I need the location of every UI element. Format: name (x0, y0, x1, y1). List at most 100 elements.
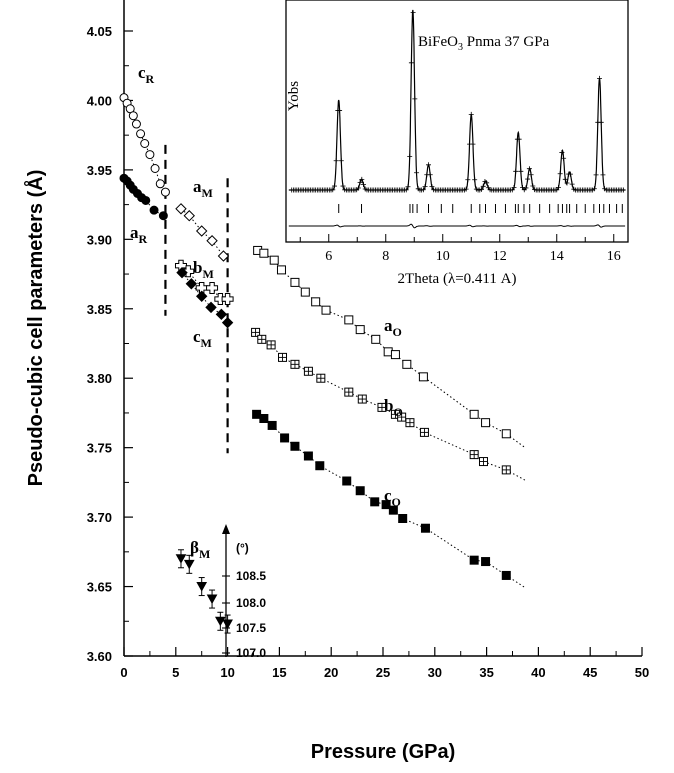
inset-obs-point (420, 187, 426, 193)
marker-cO (355, 486, 365, 496)
marker-aR (141, 195, 151, 205)
beta-axis-tick-label: 108.0 (236, 596, 266, 610)
inset-reflection-ticks (338, 204, 623, 213)
inset-obs-point (470, 141, 476, 147)
series-label-sub: O (393, 405, 402, 419)
marker-aM (217, 250, 230, 262)
series-label-bO: bO (384, 396, 403, 419)
marker-aR (149, 205, 159, 215)
marker-cM (221, 316, 234, 329)
inset-obs-point (426, 162, 431, 168)
series-label-cR: cR (138, 63, 155, 86)
inset-obs-point (361, 182, 367, 188)
beta-axis-unit: (°) (236, 541, 249, 555)
marker-cO (303, 451, 313, 461)
series-label-aM: aM (193, 177, 213, 200)
inset-obs-point (591, 186, 597, 192)
inset-obs-point (569, 181, 575, 187)
marker-aM (175, 203, 187, 215)
marker-βM (183, 559, 195, 570)
inset-obs-point (516, 136, 522, 142)
y-tick-label: 3.65 (87, 580, 112, 595)
inset-obs-point (567, 171, 573, 177)
y-tick-label: 3.80 (87, 371, 112, 386)
marker-βM (196, 582, 208, 592)
marker-bM (221, 293, 234, 306)
marker-aO (371, 334, 381, 344)
y-tick-label: 3.90 (87, 232, 112, 247)
marker-cO (267, 420, 277, 430)
series-label-cM: cM (193, 327, 212, 350)
x-tick-label: 10 (220, 665, 234, 680)
series-label-sub: M (202, 267, 213, 281)
inset-obs-point (523, 185, 529, 191)
inset-x-tick-label: 6 (325, 249, 332, 264)
inset-obs-point (518, 168, 524, 174)
y-tick-label: 3.85 (87, 302, 112, 317)
marker-cO (290, 441, 300, 451)
y-tick-label: 3.95 (87, 163, 112, 178)
x-tick-label: 0 (120, 665, 127, 680)
inset-title-sub: 3 (458, 42, 463, 53)
inset-obs-point (333, 158, 339, 164)
series-label-name: b (193, 258, 202, 277)
series-label-name: a (384, 316, 393, 335)
x-tick-label: 30 (428, 665, 442, 680)
inset-title-main: BiFeO (418, 34, 458, 50)
x-tick-labels: 0 5 10 15 20 25 30 35 40 45 50 (120, 665, 649, 680)
series-label-aO: aO (384, 316, 402, 339)
marker-cO (315, 461, 325, 471)
inset-title-rest: Pnma 37 GPa (463, 34, 550, 50)
marker-cM (176, 266, 188, 279)
inset-obs-point (620, 187, 626, 193)
marker-aO (300, 287, 310, 297)
marker-cO (259, 414, 269, 423)
inset-obs-point (480, 183, 486, 189)
inset-obs-point (564, 180, 570, 186)
inset-x-tick-label: 10 (436, 249, 450, 264)
inset-obs-point (359, 176, 365, 182)
inset-obs-point (357, 179, 363, 185)
inset-x-tick-label: 8 (382, 249, 389, 264)
series-label-βM: βM (190, 538, 210, 561)
inset-obs-point (528, 172, 534, 178)
marker-aO (311, 297, 321, 307)
beta-axis-tick-label: 107.0 (236, 646, 266, 660)
inset-obs-point (463, 186, 469, 192)
marker-cO (469, 555, 479, 565)
x-tick-label: 25 (376, 665, 390, 680)
series-label-cO: cO (384, 486, 401, 509)
inset-title: BiFeO3 Pnma 37 GPa (418, 34, 550, 53)
marker-cO (381, 500, 391, 510)
marker-cR (145, 150, 155, 160)
marker-cR (150, 164, 160, 173)
marker-cO (481, 557, 491, 567)
inset-obs-point (484, 180, 490, 186)
series-label-bM: bM (193, 258, 214, 281)
marker-cO (420, 523, 430, 533)
marker-cR (136, 129, 146, 139)
inset-obs-point (337, 108, 343, 114)
y-tick-label: 3.60 (87, 649, 112, 664)
marker-cM (205, 301, 217, 314)
marker-cO (501, 570, 511, 580)
y-tick-label: 4.00 (87, 93, 112, 108)
marker-aO (259, 248, 269, 258)
marker-aO (501, 429, 511, 439)
inset-obs-point (340, 183, 346, 189)
marker-aO (355, 325, 365, 335)
series-label-name: a (193, 177, 202, 196)
marker-βM (214, 616, 226, 627)
marker-cM (185, 278, 198, 290)
series-label-aR: aR (130, 223, 148, 246)
marker-cR (140, 139, 150, 148)
inset-obs-point (407, 153, 413, 159)
inset-obs-point (511, 184, 517, 190)
y-axis-title: Pseudo-cubic cell parameters (Å) (23, 170, 47, 487)
inset-obs-point (429, 184, 435, 190)
x-tick-label: 40 (531, 665, 545, 680)
marker-aO (402, 359, 412, 369)
marker-cR (160, 187, 170, 197)
series-label-sub: R (146, 72, 155, 86)
